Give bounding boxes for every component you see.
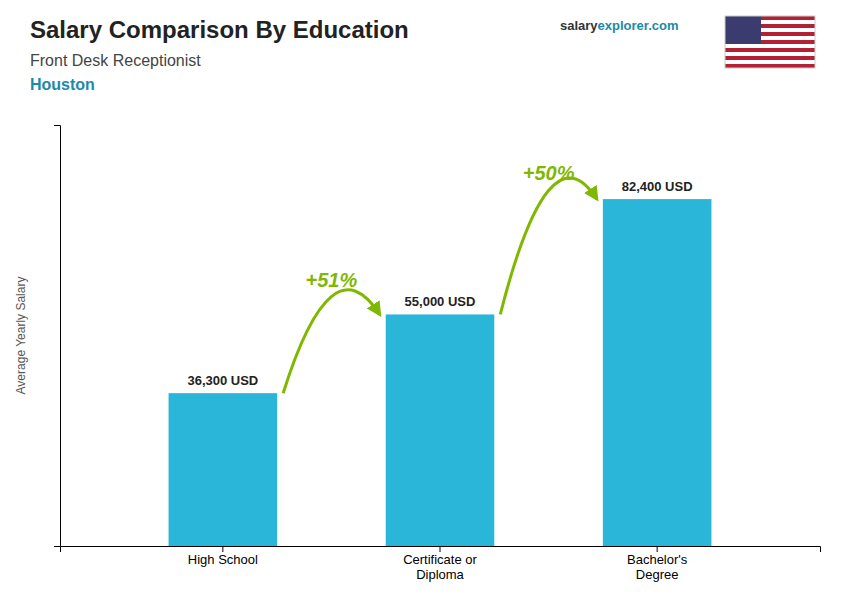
- flag-border: [725, 16, 815, 68]
- change-label: +51%: [306, 269, 358, 291]
- x-axis: High School Certificate orDiploma Bachelor…: [61, 546, 821, 582]
- x-tick-label-line: Degree: [636, 567, 679, 582]
- x-tick-mark: [222, 546, 223, 552]
- title: Salary Comparison By Education: [30, 16, 409, 43]
- data-labels: 36,300 USD 55,000 USD 82,400 USD: [187, 179, 692, 388]
- y-axis-line: [54, 126, 61, 547]
- flag-canton: [725, 16, 761, 44]
- subtitle: Front Desk Receptionist: [30, 52, 201, 69]
- bar: [603, 199, 712, 546]
- x-axis-line: [61, 547, 821, 553]
- watermark-part: salary: [560, 18, 598, 33]
- x-tick: High School: [188, 546, 258, 567]
- change-arrow: [500, 178, 597, 315]
- flag-stripe: [725, 56, 815, 60]
- x-tick-mark: [657, 546, 658, 552]
- arrows: +51% +50%: [283, 162, 597, 393]
- bar: [386, 314, 495, 546]
- watermark-part: .com: [648, 18, 678, 33]
- x-tick: Certificate orDiploma: [403, 546, 477, 582]
- y-axis-title: Average Yearly Salary: [14, 277, 28, 395]
- x-tick-label-line: Certificate or: [403, 552, 477, 567]
- data-label: 55,000 USD: [405, 294, 476, 309]
- watermark-part: explorer: [598, 18, 649, 33]
- x-tick-label: High School: [188, 552, 258, 567]
- bar: [169, 393, 278, 546]
- x-tick-label-line: Bachelor's: [627, 552, 688, 567]
- x-tick-label: Bachelor'sDegree: [627, 552, 688, 582]
- watermark: salaryexplorer.com: [560, 18, 679, 33]
- x-tick-label-line: High School: [188, 552, 258, 567]
- flag: [725, 16, 815, 68]
- change-arrow: [283, 290, 380, 393]
- x-tick-label: Certificate orDiploma: [403, 552, 477, 582]
- x-tick-mark: [440, 546, 441, 552]
- flag-stripe: [725, 44, 815, 48]
- x-tick: Bachelor'sDegree: [627, 546, 688, 582]
- flag-stripe: [725, 52, 815, 56]
- x-tick-label-line: Diploma: [416, 567, 464, 582]
- flag-stripe: [725, 48, 815, 52]
- location: Houston: [30, 76, 95, 93]
- y-axis: [54, 126, 61, 547]
- flag-stripe: [725, 60, 815, 64]
- change-label: +50%: [523, 162, 575, 184]
- data-label: 82,400 USD: [622, 179, 693, 194]
- plot: High School Certificate orDiploma Bachelor…: [54, 126, 821, 583]
- flag-stripe: [725, 64, 815, 68]
- data-label: 36,300 USD: [187, 373, 258, 388]
- bars: [169, 199, 712, 546]
- chart: Salary Comparison By Education Front Desk…: [0, 0, 850, 606]
